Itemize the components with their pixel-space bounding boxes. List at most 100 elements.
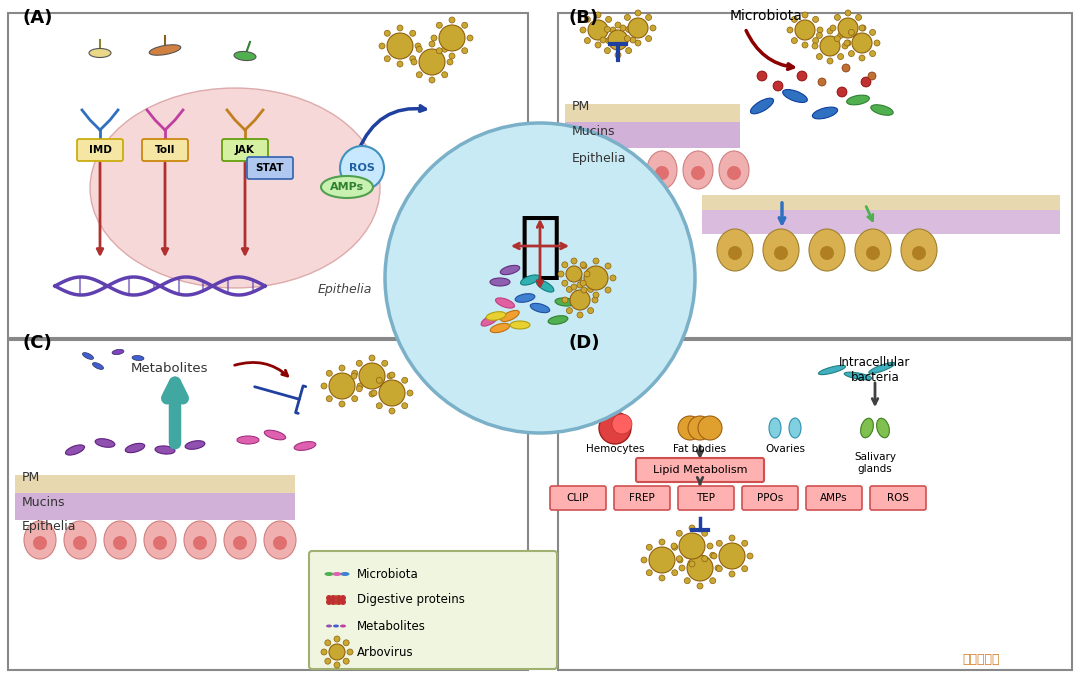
Circle shape [447,59,453,65]
Ellipse shape [762,229,799,271]
Circle shape [389,372,395,378]
Ellipse shape [866,246,880,260]
Circle shape [710,578,716,584]
Circle shape [742,565,747,572]
Text: Intracellular
bacteria: Intracellular bacteria [839,356,910,384]
Circle shape [462,47,468,54]
Circle shape [571,284,577,290]
FancyBboxPatch shape [870,486,926,510]
FancyBboxPatch shape [77,139,123,161]
Ellipse shape [912,246,926,260]
Circle shape [588,20,608,40]
Circle shape [646,36,651,41]
Circle shape [624,14,631,20]
Circle shape [336,595,342,601]
Ellipse shape [611,151,642,189]
Ellipse shape [156,446,175,454]
Ellipse shape [654,166,669,180]
Circle shape [698,416,723,440]
Circle shape [593,258,599,264]
Circle shape [757,71,767,81]
Circle shape [610,275,616,281]
Circle shape [837,87,847,97]
Circle shape [827,28,833,34]
Text: IMD: IMD [89,145,111,155]
Circle shape [842,43,848,49]
Circle shape [687,555,713,581]
Circle shape [409,31,416,36]
Circle shape [812,16,819,22]
Ellipse shape [820,246,834,260]
Circle shape [612,414,632,434]
Ellipse shape [340,624,346,628]
Circle shape [716,540,723,546]
Text: Arbovirus: Arbovirus [357,645,414,658]
FancyBboxPatch shape [309,551,557,669]
FancyBboxPatch shape [222,139,268,161]
Text: Hemocytes: Hemocytes [585,444,645,454]
Ellipse shape [515,294,535,302]
Ellipse shape [149,45,180,55]
Circle shape [387,33,413,59]
Text: Toll: Toll [154,145,175,155]
FancyBboxPatch shape [15,475,295,493]
Text: Epithelia: Epithelia [318,283,373,296]
Ellipse shape [237,436,259,444]
Circle shape [584,37,591,43]
Circle shape [859,55,865,61]
Circle shape [588,286,594,292]
Circle shape [679,565,685,571]
Circle shape [566,286,572,292]
Circle shape [685,578,690,584]
Circle shape [818,78,826,86]
Text: Mucins: Mucins [22,496,66,509]
Circle shape [416,46,422,52]
Circle shape [615,22,621,28]
Ellipse shape [273,536,287,550]
Circle shape [672,570,678,576]
Text: 热爱收录库: 热爱收录库 [962,653,1000,666]
Circle shape [606,16,611,22]
Ellipse shape [812,107,838,119]
Circle shape [566,308,572,314]
Circle shape [685,553,690,558]
Circle shape [372,390,377,396]
Ellipse shape [855,229,891,271]
Circle shape [802,12,808,18]
Ellipse shape [719,151,750,189]
Circle shape [852,33,872,53]
Ellipse shape [333,624,339,628]
Circle shape [351,373,357,379]
Ellipse shape [549,316,568,324]
Circle shape [711,553,717,559]
Circle shape [672,544,678,551]
Circle shape [710,553,716,558]
Circle shape [402,403,408,409]
Ellipse shape [847,95,869,105]
FancyBboxPatch shape [678,486,734,510]
Circle shape [431,35,437,41]
Circle shape [679,533,705,559]
Circle shape [605,47,610,54]
Circle shape [642,557,647,563]
Ellipse shape [324,572,334,576]
Circle shape [715,565,721,571]
Ellipse shape [490,323,510,333]
Circle shape [580,280,586,286]
Circle shape [581,287,586,293]
Ellipse shape [870,104,893,115]
Text: (B): (B) [568,9,598,27]
Ellipse shape [153,536,167,550]
Circle shape [787,27,793,33]
Circle shape [838,18,858,38]
Circle shape [325,658,330,664]
FancyBboxPatch shape [247,157,293,179]
Circle shape [379,380,405,406]
Circle shape [442,46,448,52]
Circle shape [599,412,631,444]
Ellipse shape [93,363,104,370]
Circle shape [415,43,421,49]
Ellipse shape [717,229,753,271]
Circle shape [577,312,583,318]
Text: Digestive proteins: Digestive proteins [357,593,464,607]
